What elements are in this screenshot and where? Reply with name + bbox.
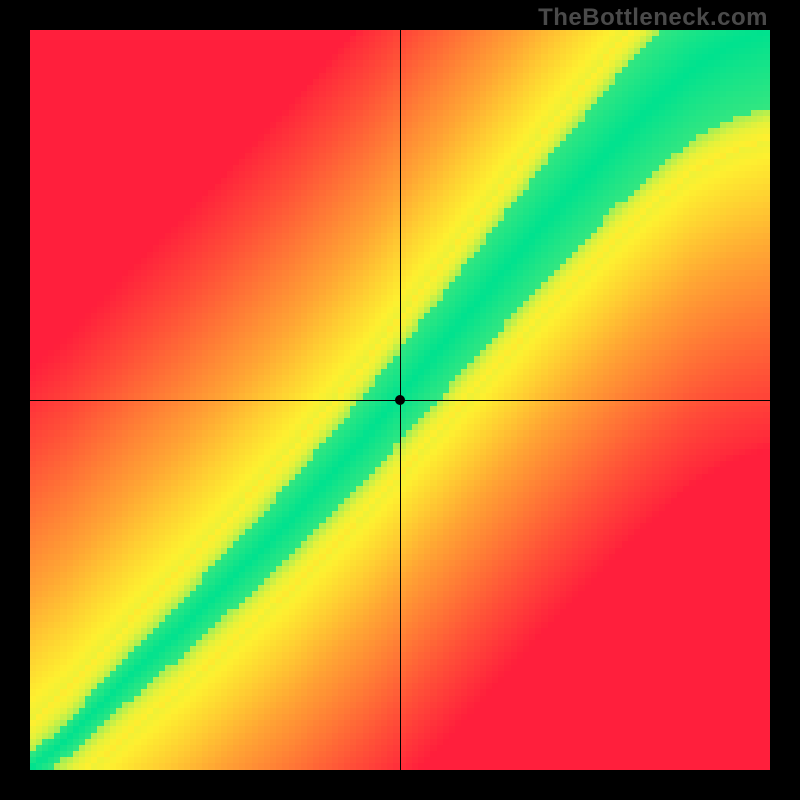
watermark-text: TheBottleneck.com bbox=[538, 4, 768, 32]
crosshair-marker bbox=[395, 395, 405, 405]
chart-container: TheBottleneck.com bbox=[0, 0, 800, 800]
plot-area bbox=[30, 30, 770, 770]
